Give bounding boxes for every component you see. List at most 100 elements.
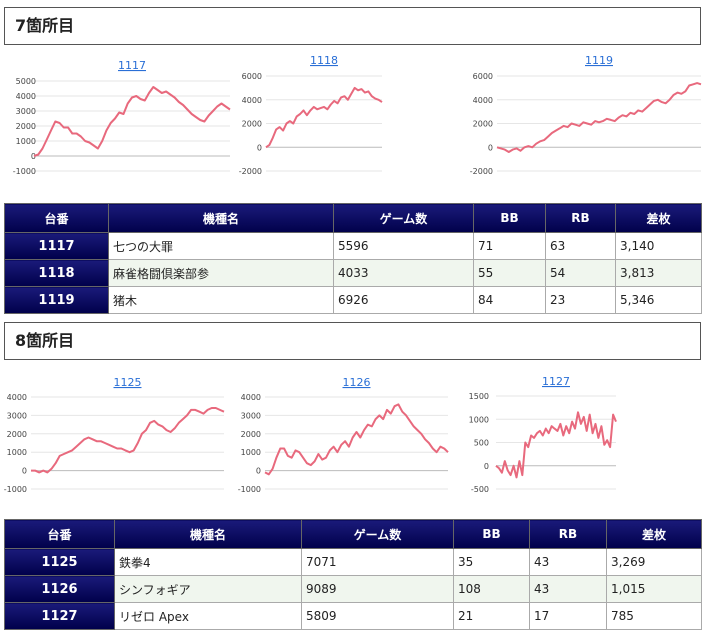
- section-title-7: 7箇所目: [4, 7, 701, 45]
- chart-svg: 1126 4000 3000 2000 1000 0 -1000: [238, 376, 449, 494]
- y-tick-label: 4000: [473, 96, 493, 105]
- header-diff: 差枚: [606, 519, 702, 549]
- y-tick-label: 1000: [241, 448, 261, 457]
- bb-count: 55: [473, 259, 546, 287]
- rb-count: 17: [529, 602, 607, 630]
- series-line: [265, 86, 383, 149]
- y-tick-label: 1500: [469, 392, 489, 401]
- y-tick-label: 500: [474, 439, 489, 448]
- section-title-8: 8箇所目: [4, 322, 701, 360]
- header-games: ゲーム数: [301, 519, 454, 549]
- header-rb: RB: [545, 203, 616, 233]
- chart-title-link[interactable]: 1126: [343, 376, 371, 389]
- chart-1125: 1125 4000 3000 2000 1000 0 -1000: [0, 0, 707, 494]
- y-tick-label: -2000: [470, 167, 493, 176]
- diff-value: 3,813: [615, 259, 702, 287]
- y-tick-label: 4000: [16, 92, 36, 101]
- diff-value: 785: [606, 602, 702, 630]
- chart-svg: 1118 6000 4000 2000 0 -2000: [239, 54, 383, 176]
- header-bb: BB: [473, 203, 546, 233]
- chart-title-link[interactable]: 1119: [585, 54, 613, 67]
- chart-title-link[interactable]: 1118: [310, 54, 338, 67]
- y-tick-label: 2000: [16, 122, 36, 131]
- y-tick-label: 6000: [473, 72, 493, 81]
- machine-name: 麻雀格闘倶楽部参: [108, 259, 334, 287]
- header-kishu: 機種名: [114, 519, 302, 549]
- machine-name: 鉄拳4: [114, 548, 302, 576]
- header-bb: BB: [453, 519, 530, 549]
- y-tick-label: 2000: [7, 430, 27, 439]
- y-tick-label: -2000: [239, 167, 262, 176]
- y-tick-label: 4000: [241, 393, 261, 402]
- machine-id: 1126: [4, 575, 115, 603]
- machine-id: 1127: [4, 602, 115, 630]
- game-count: 4033: [333, 259, 474, 287]
- diff-value: 5,346: [615, 286, 702, 314]
- y-tick-label: 0: [22, 467, 27, 476]
- game-count: 7071: [301, 548, 454, 576]
- y-tick-label: 2000: [473, 120, 493, 129]
- y-tick-label: 1000: [7, 448, 27, 457]
- bb-count: 108: [453, 575, 530, 603]
- header-rb: RB: [529, 519, 607, 549]
- header-kishu: 機種名: [108, 203, 334, 233]
- machine-id: 1118: [4, 259, 109, 287]
- series-line: [495, 411, 617, 479]
- header-games: ゲーム数: [333, 203, 474, 233]
- game-count: 5596: [333, 232, 474, 260]
- game-count: 9089: [301, 575, 454, 603]
- y-tick-label: -1000: [238, 485, 261, 494]
- y-tick-label: 4000: [242, 96, 262, 105]
- y-tick-label: 1000: [469, 415, 489, 424]
- diff-value: 1,015: [606, 575, 702, 603]
- y-tick-label: 3000: [7, 411, 27, 420]
- rb-count: 43: [529, 548, 607, 576]
- bb-count: 71: [473, 232, 546, 260]
- chart-1117: 1117 5000 4000 3000 2000 1000 0 -1000: [0, 58, 707, 258]
- series-line: [33, 86, 231, 157]
- table-row: 1119 猪木 6926 84 23 5,346: [4, 286, 702, 314]
- y-tick-label: 0: [31, 152, 36, 161]
- bb-count: 21: [453, 602, 530, 630]
- table-row: 1125 鉄拳4 7071 35 43 3,269: [4, 548, 702, 576]
- table-row: 1127 リゼロ Apex 5809 21 17 785: [4, 602, 702, 630]
- y-tick-label: 2000: [242, 120, 262, 129]
- chart-title-link[interactable]: 1117: [118, 59, 146, 72]
- table-row: 1126 シンフォギア 9089 108 43 1,015: [4, 575, 702, 603]
- bb-count: 84: [473, 286, 546, 314]
- diff-value: 3,269: [606, 548, 702, 576]
- header-daiban: 台番: [4, 203, 109, 233]
- table-7: 台番 機種名 ゲーム数 BB RB 差枚 1117 七つの大罪 5596 71 …: [4, 203, 702, 314]
- machine-name: 七つの大罪: [108, 232, 334, 260]
- chart-1127: 1127 1500 1000 500 0 -500: [0, 0, 707, 494]
- chart-title-link[interactable]: 1127: [542, 375, 570, 388]
- bb-count: 35: [453, 548, 530, 576]
- chart-svg: 1119 6000 4000 2000 0 -2000: [470, 54, 702, 176]
- table-row: 1118 麻雀格闘倶楽部参 4033 55 54 3,813: [4, 259, 702, 287]
- chart-1126: 1126 4000 3000 2000 1000 0 -1000: [0, 0, 707, 494]
- table-row: 1117 七つの大罪 5596 71 63 3,140: [4, 232, 702, 260]
- machine-id: 1125: [4, 548, 115, 576]
- y-tick-label: -500: [471, 485, 489, 494]
- y-tick-label: 0: [256, 467, 261, 476]
- rb-count: 23: [545, 286, 616, 314]
- table-8: 台番 機種名 ゲーム数 BB RB 差枚 1125 鉄拳4 7071 35 43…: [4, 519, 702, 630]
- machine-name: リゼロ Apex: [114, 602, 302, 630]
- y-tick-label: 4000: [7, 393, 27, 402]
- series-line: [496, 82, 702, 153]
- machine-name: 猪木: [108, 286, 334, 314]
- y-tick-label: 3000: [241, 411, 261, 420]
- y-tick-label: 6000: [242, 72, 262, 81]
- game-count: 5809: [301, 602, 454, 630]
- machine-id: 1117: [4, 232, 109, 260]
- rb-count: 54: [545, 259, 616, 287]
- chart-title-link[interactable]: 1125: [114, 376, 142, 389]
- y-tick-label: -1000: [13, 167, 36, 176]
- y-tick-label: 0: [484, 462, 489, 471]
- y-tick-label: 0: [488, 143, 493, 152]
- y-tick-label: -1000: [4, 485, 27, 494]
- chart-1118: 1118 6000 4000 2000 0 -2000: [0, 54, 707, 258]
- machine-name: シンフォギア: [114, 575, 302, 603]
- rb-count: 43: [529, 575, 607, 603]
- header-daiban: 台番: [4, 519, 115, 549]
